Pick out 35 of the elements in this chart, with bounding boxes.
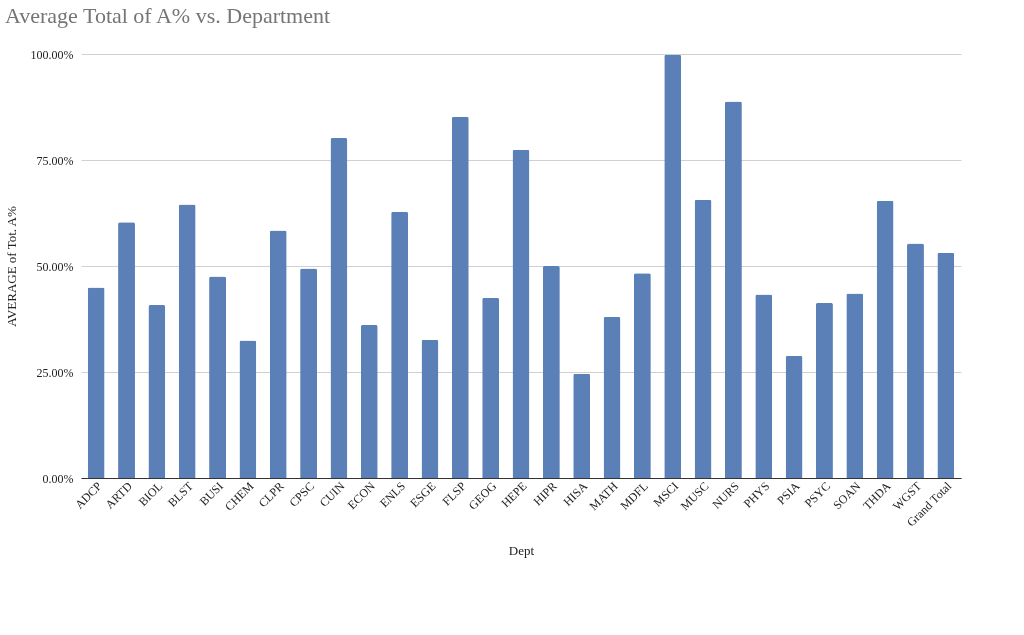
bar [846,293,864,478]
y-tick-label: 75.00% [36,153,74,168]
y-tick-label: 50.00% [36,259,74,274]
bar [148,305,166,478]
bar [603,316,621,478]
bar [512,149,530,478]
bar [239,340,257,478]
bar [269,230,287,478]
chart-title: Average Total of A% vs. Department [5,3,331,28]
y-tick-label: 25.00% [36,365,74,380]
bar [391,211,409,478]
bar [755,294,773,478]
bar [937,252,955,478]
bar [482,297,500,478]
bar [451,116,469,478]
bar [573,373,591,478]
bar [178,204,196,478]
bar [876,200,894,478]
bar [694,199,712,478]
bar [330,137,348,478]
bar [209,276,227,478]
bar [785,355,803,478]
bar [724,101,742,478]
bar [421,339,439,478]
bar [300,268,318,478]
y-axis-title: AVERAGE of Tot. A% [3,206,19,327]
bar [664,54,682,478]
bar [542,266,560,478]
x-axis-title: Dept [508,542,535,558]
y-tick-label: 100.00% [30,47,74,62]
y-tick-label: 0.00% [42,471,74,486]
bar [633,273,651,478]
bar [360,324,378,478]
bar [815,302,833,478]
bar [87,287,105,478]
